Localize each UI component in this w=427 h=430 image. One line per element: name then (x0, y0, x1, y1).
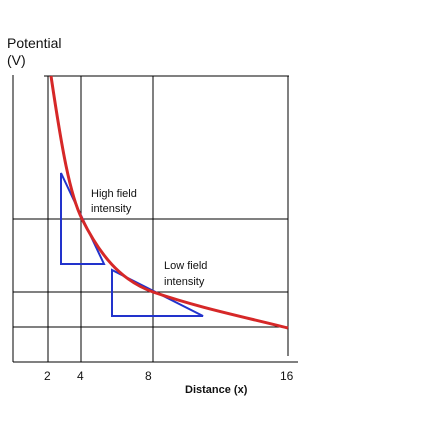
annotation-high-line1: High field (91, 188, 137, 200)
x-tick-4: 4 (77, 369, 84, 383)
x-tick-2: 2 (44, 369, 51, 383)
grid (12, 75, 298, 363)
x-tick-8: 8 (145, 369, 152, 383)
potential-curve (49, 75, 289, 330)
y-axis-label-line1: Potential (7, 35, 62, 51)
y-axis-label-line2: (V) (7, 52, 26, 68)
x-tick-16: 16 (280, 369, 294, 383)
annotation-high-line2: intensity (91, 203, 132, 215)
x-axis-label: Distance (x) (185, 384, 248, 396)
annotation-low-line2: intensity (164, 276, 205, 288)
annotation-low-line1: Low field (164, 260, 207, 272)
